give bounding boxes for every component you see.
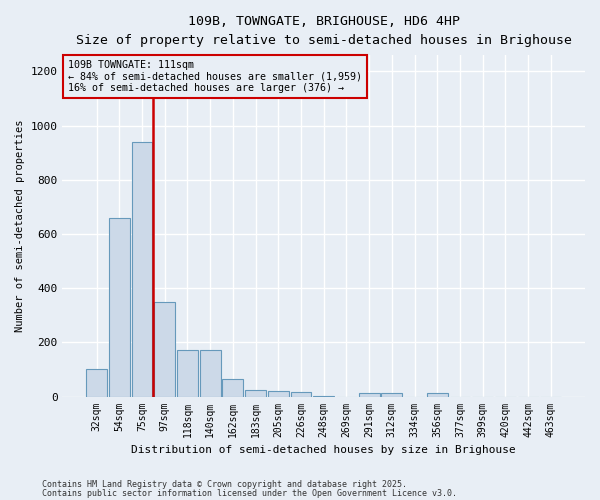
Text: 109B TOWNGATE: 111sqm
← 84% of semi-detached houses are smaller (1,959)
16% of s: 109B TOWNGATE: 111sqm ← 84% of semi-deta…: [68, 60, 362, 94]
Bar: [223, 379, 244, 396]
Bar: [382, 394, 402, 396]
Bar: [359, 394, 380, 396]
Bar: [245, 390, 266, 396]
Text: Contains public sector information licensed under the Open Government Licence v3: Contains public sector information licen…: [42, 488, 457, 498]
Bar: [200, 350, 221, 397]
Bar: [154, 302, 175, 396]
Text: Contains HM Land Registry data © Crown copyright and database right 2025.: Contains HM Land Registry data © Crown c…: [42, 480, 407, 489]
Bar: [131, 142, 152, 397]
Bar: [290, 392, 311, 396]
Bar: [177, 350, 198, 397]
Title: 109B, TOWNGATE, BRIGHOUSE, HD6 4HP
Size of property relative to semi-detached ho: 109B, TOWNGATE, BRIGHOUSE, HD6 4HP Size …: [76, 15, 572, 47]
X-axis label: Distribution of semi-detached houses by size in Brighouse: Distribution of semi-detached houses by …: [131, 445, 516, 455]
Bar: [427, 394, 448, 396]
Bar: [268, 391, 289, 396]
Bar: [109, 218, 130, 396]
Y-axis label: Number of semi-detached properties: Number of semi-detached properties: [15, 120, 25, 332]
Bar: [86, 370, 107, 396]
